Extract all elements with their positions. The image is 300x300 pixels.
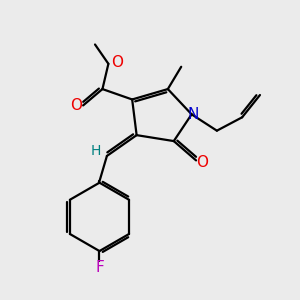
Text: O: O [111,55,123,70]
Text: N: N [188,107,199,122]
Text: H: H [90,144,101,158]
Text: O: O [70,98,83,113]
Text: F: F [95,260,104,275]
Text: O: O [196,155,208,170]
